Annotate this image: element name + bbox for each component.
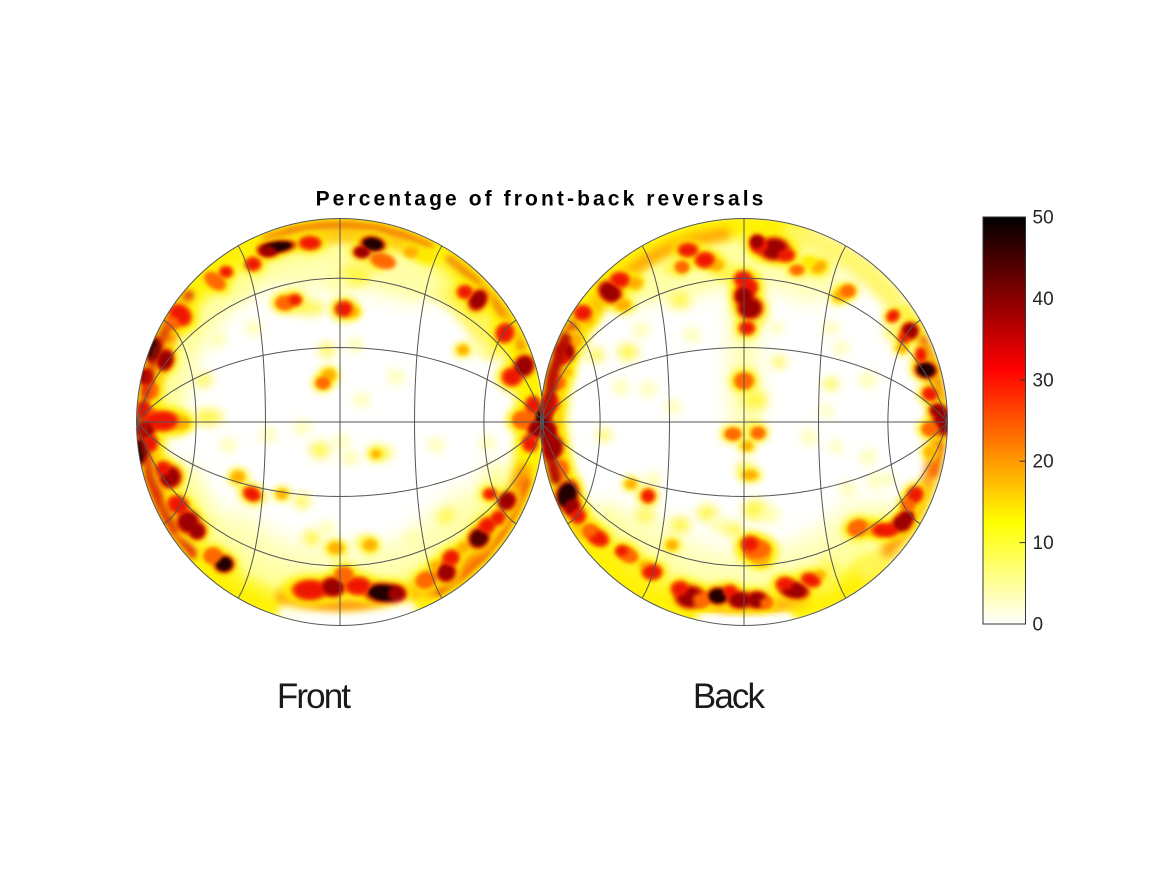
svg-text:50: 50 <box>1033 208 1054 229</box>
svg-text:40: 40 <box>1033 289 1054 310</box>
svg-text:Back: Back <box>693 677 766 716</box>
svg-text:Percentage of front-back rever: Percentage of front-back reversals <box>316 188 767 211</box>
svg-text:Front: Front <box>277 677 351 716</box>
svg-text:30: 30 <box>1033 370 1054 391</box>
svg-text:0: 0 <box>1033 615 1044 636</box>
svg-text:10: 10 <box>1033 533 1054 554</box>
svg-text:20: 20 <box>1033 452 1054 473</box>
